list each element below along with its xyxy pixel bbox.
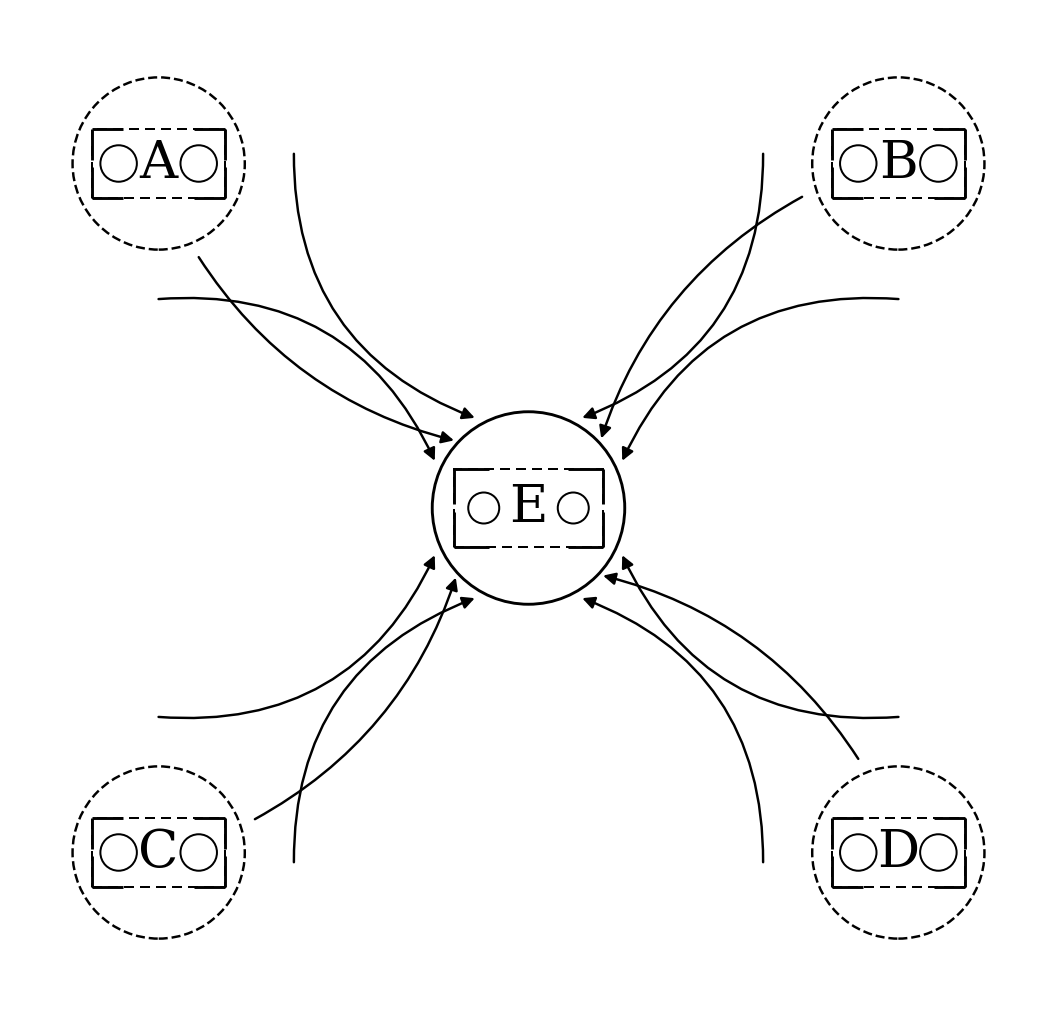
FancyArrowPatch shape	[159, 298, 434, 458]
FancyArrowPatch shape	[623, 558, 898, 718]
FancyArrowPatch shape	[585, 598, 763, 863]
Bar	[92, 818, 225, 887]
FancyArrowPatch shape	[623, 298, 898, 458]
Bar	[832, 129, 965, 198]
Bar	[453, 469, 604, 547]
Text: A: A	[140, 138, 178, 189]
FancyArrowPatch shape	[159, 558, 434, 718]
Bar	[832, 818, 965, 887]
Text: C: C	[138, 827, 179, 878]
FancyArrowPatch shape	[600, 197, 802, 436]
Text: D: D	[877, 827, 920, 878]
FancyArrowPatch shape	[606, 574, 858, 759]
Text: B: B	[879, 138, 917, 189]
FancyArrowPatch shape	[255, 580, 457, 819]
Text: E: E	[509, 483, 548, 533]
Bar	[92, 129, 225, 198]
FancyArrowPatch shape	[294, 598, 472, 863]
FancyArrowPatch shape	[585, 153, 763, 418]
FancyArrowPatch shape	[294, 153, 472, 418]
FancyArrowPatch shape	[199, 257, 451, 442]
